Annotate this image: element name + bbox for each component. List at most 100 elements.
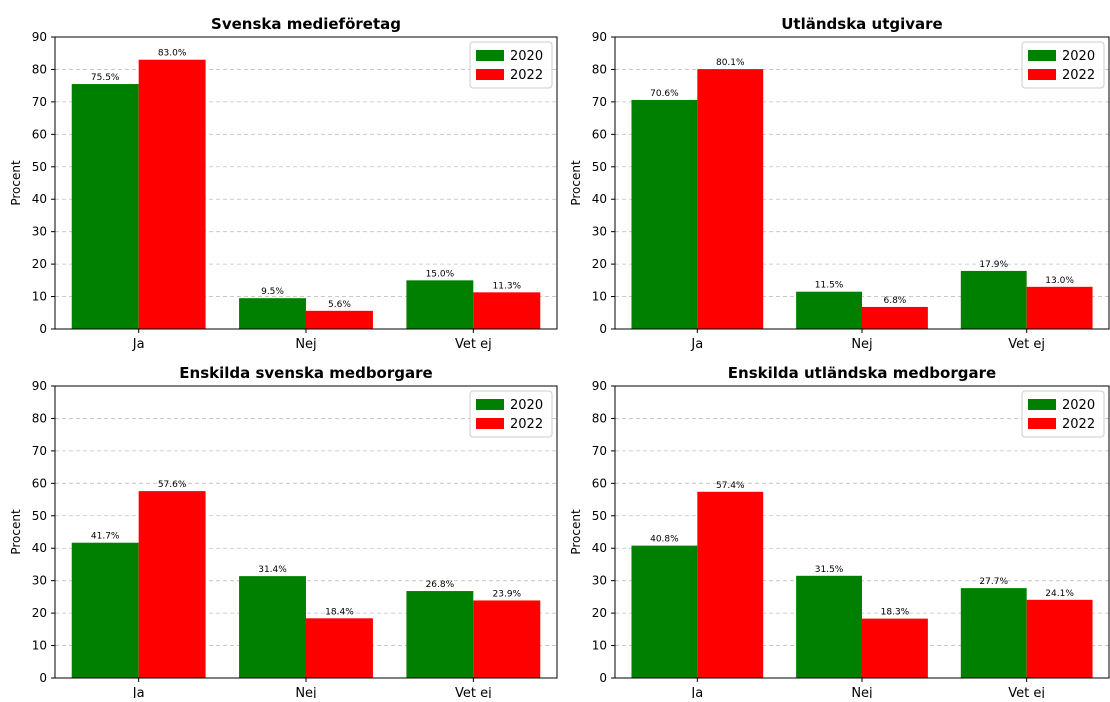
y-tick-label: 0 [599, 322, 607, 336]
bar-2020-ja [631, 545, 698, 678]
y-tick-label: 30 [32, 574, 47, 588]
x-tick-label: Ja [690, 686, 703, 698]
data-label: 13.0% [1045, 276, 1074, 286]
y-tick-label: 60 [592, 476, 607, 490]
legend-label: 2020 [1062, 49, 1095, 64]
x-tick-label: Vet ej [1008, 686, 1045, 698]
legend-label: 2020 [510, 398, 543, 413]
bar-2022-vet-ej [473, 600, 541, 678]
data-label: 18.3% [881, 608, 910, 618]
data-label: 83.0% [158, 49, 187, 59]
data-label: 31.4% [258, 565, 287, 575]
legend: 2020 2022 [1021, 390, 1105, 438]
y-tick-label: 80 [32, 411, 47, 425]
y-tick-label: 50 [32, 160, 47, 174]
y-tick-label: 50 [592, 160, 607, 174]
data-label: 57.4% [716, 481, 745, 491]
data-label: 5.6% [328, 300, 351, 310]
legend-swatch [476, 69, 504, 80]
x-tick-label: Ja [690, 337, 703, 352]
legend-swatch [476, 418, 504, 429]
y-tick-label: 80 [592, 62, 607, 76]
bar-2022-nej [306, 618, 373, 678]
bar-2022-ja [697, 491, 764, 678]
y-tick-label: 60 [32, 476, 47, 490]
y-tick-label: 0 [39, 671, 47, 685]
y-tick-label: 90 [32, 379, 47, 393]
y-tick-label: 70 [32, 444, 47, 458]
chart-title: Enskilda svenska medborgare [179, 364, 432, 382]
data-label: 26.8% [426, 580, 455, 590]
legend-swatch [1028, 399, 1056, 410]
x-tick-label: Nej [851, 686, 872, 698]
y-tick-label: 30 [592, 574, 607, 588]
legend-label: 2020 [1062, 398, 1095, 413]
data-label: 15.0% [426, 269, 455, 279]
y-tick-label: 90 [592, 379, 607, 393]
y-axis-label: Procent [569, 160, 583, 206]
data-label: 31.5% [815, 565, 844, 575]
x-tick-label: Nej [295, 337, 316, 352]
bar-2020-nej [796, 575, 862, 678]
chart-panel-2: 0 10 20 30 40 50 60 70 80 90 70.6% 11.5% 17.9% 80.1% 6… [569, 15, 1110, 352]
bar-2022-ja [138, 491, 206, 678]
y-tick-label: 90 [32, 30, 47, 44]
y-tick-label: 90 [592, 30, 607, 44]
data-label: 57.6% [158, 480, 187, 490]
legend-label: 2022 [510, 417, 543, 432]
x-tick-label: Nej [851, 337, 872, 352]
bar-2020-nej [239, 298, 306, 329]
legend-swatch [1028, 69, 1056, 80]
data-label: 80.1% [716, 58, 745, 68]
y-tick-label: 70 [592, 95, 607, 109]
data-label: 24.1% [1045, 589, 1074, 599]
y-tick-label: 20 [592, 606, 607, 620]
chart-title: Svenska medieföretag [211, 15, 401, 33]
y-axis-label: Procent [9, 160, 23, 206]
y-tick-label: 70 [592, 444, 607, 458]
legend-swatch [1028, 418, 1056, 429]
bar-2022-vet-ej [1026, 599, 1093, 678]
y-tick-label: 10 [32, 639, 47, 653]
y-tick-label: 40 [32, 192, 47, 206]
y-tick-label: 40 [592, 541, 607, 555]
chart-panel-3: 0 10 20 30 40 50 60 70 80 90 41.7% 31.4% 26.8% 57.6% 1… [9, 364, 558, 701]
data-label: 11.3% [493, 281, 522, 291]
legend-label: 2022 [1062, 68, 1095, 83]
data-label: 70.6% [650, 89, 679, 99]
chart-title: Enskilda utländska medborgare [728, 364, 996, 382]
legend: 2020 2022 [469, 390, 553, 438]
chart-panel-1: 0 10 20 30 40 50 60 70 80 90 75.5% 9.5% 15.0% 83.0% 5.… [9, 15, 558, 352]
bar-2020-vet-ej [960, 270, 1027, 329]
y-tick-label: 80 [592, 411, 607, 425]
legend-swatch [1028, 50, 1056, 61]
x-tick-label: Vet ej [455, 686, 492, 698]
y-tick-label: 0 [599, 671, 607, 685]
y-tick-label: 10 [32, 290, 47, 304]
y-tick-label: 50 [592, 509, 607, 523]
data-label: 41.7% [91, 532, 120, 542]
x-tick-label: Nej [295, 686, 316, 698]
y-tick-label: 60 [592, 127, 607, 141]
bar-2020-ja [71, 84, 139, 330]
y-tick-label: 30 [32, 225, 47, 239]
y-tick-label: 80 [32, 62, 47, 76]
bar-2022-vet-ej [1026, 286, 1093, 329]
data-label: 11.5% [815, 281, 844, 291]
data-label: 40.8% [650, 535, 679, 545]
data-label: 9.5% [261, 287, 284, 297]
data-label: 18.4% [325, 607, 354, 617]
bar-2020-vet-ej [406, 591, 474, 678]
legend: 2020 2022 [1021, 41, 1105, 89]
y-tick-label: 20 [32, 606, 47, 620]
y-axis-label: Procent [9, 509, 23, 555]
data-label: 75.5% [91, 73, 120, 83]
bar-2020-ja [71, 542, 139, 678]
chart-title: Utländska utgivare [781, 15, 942, 33]
bar-2022-nej [862, 618, 928, 678]
x-tick-label: Ja [132, 686, 145, 698]
x-tick-label: Ja [132, 337, 145, 352]
bar-2020-vet-ej [406, 280, 474, 329]
y-tick-label: 10 [592, 290, 607, 304]
